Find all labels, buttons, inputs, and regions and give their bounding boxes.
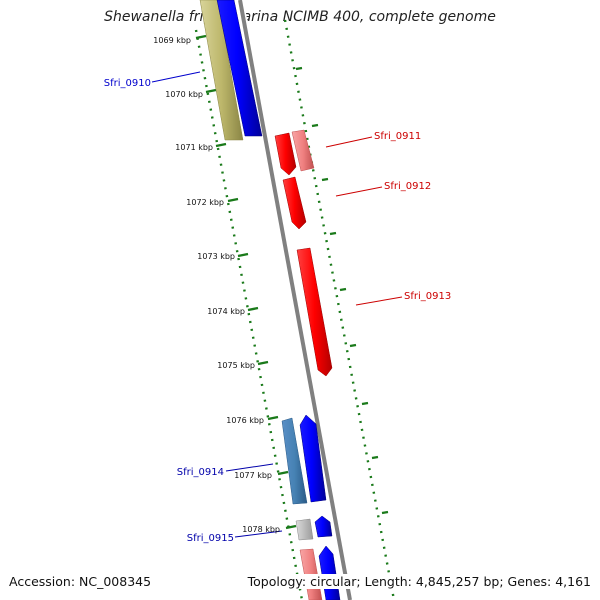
tick-label-1073: 1073 kbp [197, 252, 235, 261]
sfri-0914-connector [225, 463, 274, 472]
sfri-0910-connector [151, 71, 201, 83]
topology-text: Topology: circular; Length: 4,845,257 bp… [247, 574, 591, 589]
tick-label-1070: 1070 kbp [165, 90, 203, 99]
gene-feature-sfri-0910[interactable] [216, 0, 263, 137]
gene-label-sfri-0915[interactable]: Sfri_0915 [187, 533, 234, 544]
inner-major-ticks [195, 34, 297, 530]
gene-feature-sfri-0915[interactable] [314, 515, 333, 538]
gene-label-sfri-0914[interactable]: Sfri_0914 [177, 467, 224, 478]
outer-tick-ring [283, 19, 396, 600]
tick-label-1077: 1077 kbp [234, 471, 272, 480]
sfri-0912-connector [335, 186, 383, 197]
gene-label-sfri-0912[interactable]: Sfri_0912 [384, 181, 431, 192]
tick-label-1071: 1071 kbp [175, 143, 213, 152]
gene-feature-sfri-0914-b[interactable] [299, 414, 327, 503]
gene-feature-sfri-0911-a[interactable] [274, 132, 297, 176]
gene-feature-sfri-0912[interactable] [282, 176, 307, 230]
gene-feature-pseudo[interactable] [295, 518, 314, 541]
tick-label-1078: 1078 kbp [242, 525, 280, 534]
gene-feature-sfri-0911-b[interactable] [291, 129, 315, 172]
inner-tick-ring [194, 29, 304, 600]
sfri-0915-connector [234, 530, 283, 538]
tick-label-1072: 1072 kbp [186, 198, 224, 207]
gene-label-sfri-0911[interactable]: Sfri_0911 [374, 131, 421, 142]
gene-label-sfri-0913[interactable]: Sfri_0913 [404, 291, 451, 302]
gene-label-sfri-0910[interactable]: Sfri_0910 [104, 78, 151, 89]
backbone-core [238, 0, 352, 600]
tick-label-1074: 1074 kbp [207, 307, 245, 316]
gene-feature-sfri-0913[interactable] [296, 247, 333, 377]
outer-major-ticks [295, 66, 389, 515]
sfri-0913-connector [355, 296, 403, 306]
gene-feature-sfri-0914-a[interactable] [281, 417, 308, 505]
tick-label-1076: 1076 kbp [226, 416, 264, 425]
tick-label-1075: 1075 kbp [217, 361, 255, 370]
tick-label-1069: 1069 kbp [153, 36, 191, 45]
genome-title: Shewanella frigidimarina NCIMB 400, comp… [104, 9, 496, 25]
accession-text: Accession: NC_008345 [9, 574, 152, 589]
sfri-0911-connector [325, 136, 373, 148]
gene-feature-olive[interactable] [199, 0, 244, 141]
